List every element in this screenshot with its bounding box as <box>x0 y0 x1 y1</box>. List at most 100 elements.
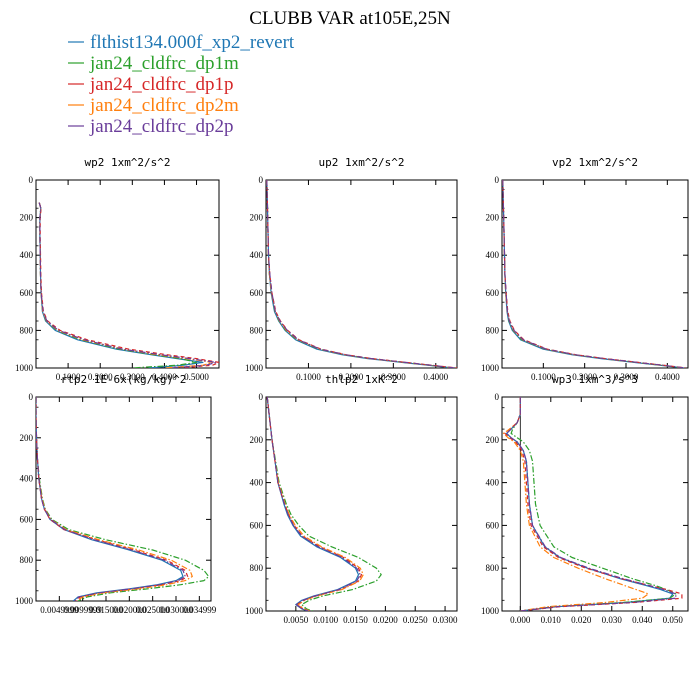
y-tick-label: 200 <box>486 213 500 223</box>
series-line-3 <box>266 397 363 611</box>
series-group <box>36 397 210 601</box>
series-line-4 <box>502 397 650 611</box>
x-tick-label: 0.1000 <box>56 372 81 382</box>
legend-entry: jan24_cldfrc_dp1p <box>89 74 234 95</box>
x-tick-label: 0.000 <box>510 615 531 625</box>
x-tick-label: 0.0200 <box>373 615 398 625</box>
y-tick-label: 200 <box>20 213 34 223</box>
y-tick-label: 600 <box>486 288 500 298</box>
y-tick-label: 1000 <box>15 596 34 606</box>
x-tick-label: 0.5000 <box>184 372 209 382</box>
series-line-2 <box>38 202 198 368</box>
panel-3: vp2 1xm^2/s^2 0 200 400 600 800 1000 0.1000 0.20… <box>481 156 689 382</box>
x-tick-label: 0.4000 <box>423 372 448 382</box>
y-tick-label: 800 <box>486 325 500 335</box>
legend-entry: jan24_cldfrc_dp2p <box>89 116 234 137</box>
y-tick-label: 800 <box>20 555 34 565</box>
x-tick-label: 0.2000 <box>572 372 597 382</box>
y-tick-label: 800 <box>20 325 34 335</box>
series-line-4 <box>266 397 364 611</box>
panel-1: wp2 1xm^2/s^2 0 200 400 600 800 1000 0.1000 0.20… <box>15 156 220 382</box>
y-tick-label: 0 <box>495 175 500 185</box>
y-tick-label: 1000 <box>481 363 500 373</box>
y-tick-label: 1000 <box>245 363 264 373</box>
series-line-5 <box>506 397 677 611</box>
plot-frame <box>501 396 689 612</box>
y-tick-label: 400 <box>486 478 500 488</box>
series-group <box>266 180 457 368</box>
x-tick-label: 0.020000 <box>112 605 146 615</box>
y-tick-label: 400 <box>486 250 500 260</box>
x-tick-label: 0.0250 <box>403 615 428 625</box>
series-line-2 <box>36 397 210 601</box>
x-tick-label: 0.030000 <box>159 605 193 615</box>
x-tick-label: 0.015000 <box>89 605 123 615</box>
x-tick-label: 0.025000 <box>136 605 170 615</box>
y-tick-label: 0 <box>495 392 500 402</box>
y-tick-label: 200 <box>20 433 34 443</box>
y-tick-label: 600 <box>20 288 34 298</box>
series-group <box>38 202 219 368</box>
y-tick-label: 600 <box>20 514 34 524</box>
x-tick-label: 0.4000 <box>152 372 177 382</box>
plot-frame <box>265 179 458 369</box>
x-tick-label: 0.1000 <box>531 372 556 382</box>
panel-title: wp3 1xm^3/s^3 <box>552 373 638 386</box>
x-tick-label: 0.4000 <box>655 372 680 382</box>
series-line-1 <box>36 397 184 601</box>
series-line-2 <box>502 180 684 368</box>
series-line-5 <box>502 180 686 368</box>
legend-entry: jan24_cldfrc_dp1m <box>89 53 239 74</box>
panel-6: wp3 1xm^3/s^3 0 200 400 600 800 1000 0.000 0.010… <box>481 373 689 625</box>
x-tick-label: 0.2000 <box>88 372 113 382</box>
x-tick-label: 0.0050 <box>283 615 308 625</box>
series-group <box>502 180 686 368</box>
panel-title: up2 1xm^2/s^2 <box>318 156 404 169</box>
series-group <box>266 397 382 611</box>
x-tick-label: 0.010 <box>541 615 562 625</box>
y-tick-label: 0 <box>29 392 34 402</box>
y-tick-label: 200 <box>486 435 500 445</box>
series-line-5 <box>266 180 455 368</box>
legend: flthist134.000f_xp2_revertjan24_cldfrc_d… <box>68 32 295 137</box>
plot-frame <box>501 179 689 369</box>
x-tick-label: 0.3000 <box>381 372 406 382</box>
series-line-1 <box>266 397 360 611</box>
panel-2: up2 1xm^2/s^2 0 200 400 600 800 1000 0.1000 0.20… <box>245 156 458 382</box>
x-tick-label: 0.3000 <box>120 372 145 382</box>
y-tick-label: 800 <box>250 325 264 335</box>
panel-title: vp2 1xm^2/s^2 <box>552 156 638 169</box>
x-tick-label: 0.2000 <box>339 372 364 382</box>
series-line-1 <box>506 397 674 611</box>
x-tick-label: 0.3000 <box>614 372 639 382</box>
series-group <box>502 397 683 611</box>
panel-4: rtp2 1E-6x(kg/kg)^2 0 200 400 600 800 1000 0.00… <box>15 373 217 615</box>
y-tick-label: 400 <box>20 474 34 484</box>
y-tick-label: 600 <box>250 520 264 530</box>
plot-frame <box>265 396 458 612</box>
series-line-2 <box>266 180 453 368</box>
series-line-3 <box>504 397 683 611</box>
x-tick-label: 0.1000 <box>296 372 321 382</box>
y-tick-label: 600 <box>486 520 500 530</box>
y-tick-label: 400 <box>250 478 264 488</box>
series-line-1 <box>502 180 684 368</box>
y-tick-label: 0 <box>29 175 34 185</box>
series-line-5 <box>38 202 217 368</box>
legend-entry: flthist134.000f_xp2_revert <box>90 32 295 53</box>
series-line-5 <box>36 397 186 601</box>
panel-title: wp2 1xm^2/s^2 <box>84 156 170 169</box>
series-line-4 <box>38 202 214 368</box>
y-tick-label: 0 <box>259 175 264 185</box>
y-tick-label: 0 <box>259 392 264 402</box>
legend-entry: jan24_cldfrc_dp2m <box>89 95 239 116</box>
y-tick-label: 800 <box>250 563 264 573</box>
y-tick-label: 400 <box>250 250 264 260</box>
x-tick-label: 0.030 <box>602 615 623 625</box>
plot-frame <box>35 396 212 602</box>
x-tick-label: 0.0049999 <box>40 605 79 615</box>
series-line-2 <box>510 397 677 611</box>
y-tick-label: 400 <box>20 250 34 260</box>
x-tick-label: 0.040 <box>632 615 653 625</box>
